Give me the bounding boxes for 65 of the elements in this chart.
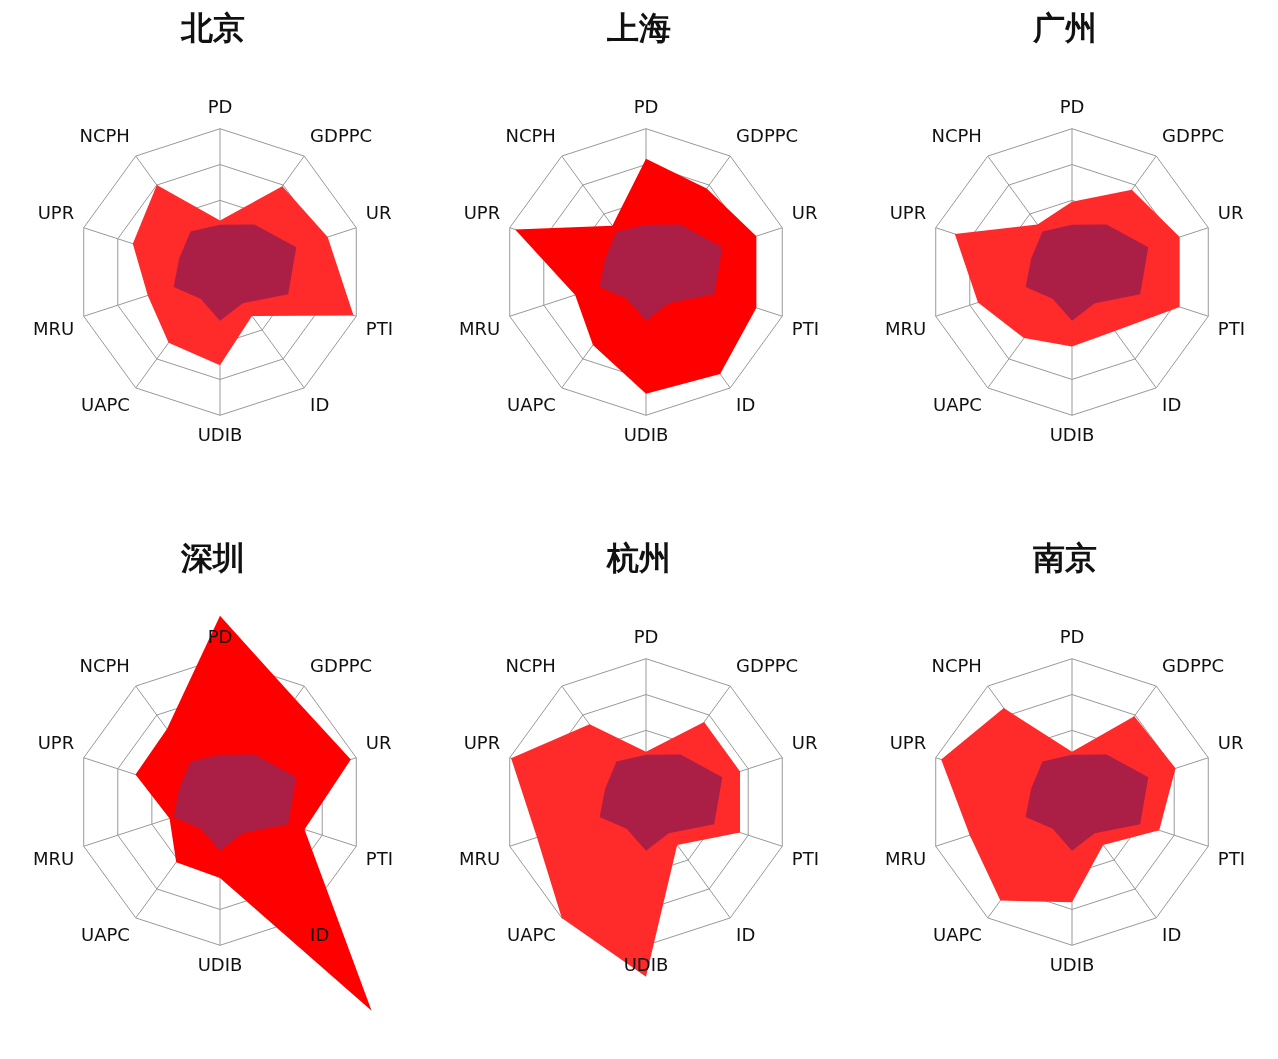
spoke-label: UAPC [80, 924, 130, 946]
spoke-label: MRU [459, 317, 501, 339]
spoke-label: PTI [365, 847, 393, 869]
spoke-label: PTI [1217, 847, 1245, 869]
spoke-label: UPR [889, 731, 927, 753]
chart-title: 广州 [1032, 8, 1098, 49]
spoke-label: UPR [463, 201, 501, 223]
spoke-label: MRU [885, 847, 927, 869]
spoke-label: UDIB [623, 423, 669, 445]
spoke-label: PTI [1217, 317, 1245, 339]
spoke-label: NCPH [79, 654, 130, 676]
spoke-label: MRU [33, 847, 75, 869]
spoke-label: PD [633, 95, 659, 117]
spoke-label: PD [1059, 95, 1085, 117]
spoke-label: ID [736, 394, 756, 416]
spoke-label: GDPPC [1162, 124, 1225, 146]
spoke-label: ID [1162, 394, 1182, 416]
spoke-label: UPR [889, 201, 927, 223]
spoke-label: NCPH [505, 124, 556, 146]
chart-title: 北京 [179, 8, 246, 49]
spoke-label: MRU [33, 317, 75, 339]
spoke-label: UAPC [80, 394, 130, 416]
spoke-label: NCPH [931, 654, 982, 676]
spoke-label: PD [1059, 625, 1085, 647]
spoke-label: NCPH [79, 124, 130, 146]
spoke-label: UAPC [932, 394, 982, 416]
spoke-label: ID [310, 394, 330, 416]
spoke-label: PTI [791, 317, 819, 339]
spoke-label: ID [310, 924, 330, 946]
spoke-label: GDPPC [310, 654, 373, 676]
spoke-label: MRU [885, 317, 927, 339]
spoke-label: UDIB [1049, 953, 1095, 975]
spoke-label: NCPH [931, 124, 982, 146]
spoke-label: ID [736, 924, 756, 946]
spoke-label: PD [207, 625, 233, 647]
spoke-label: GDPPC [1162, 654, 1225, 676]
spoke-label: PD [633, 625, 659, 647]
spoke-label: PTI [791, 847, 819, 869]
spoke-label: UR [365, 201, 392, 223]
spoke-label: PD [207, 95, 233, 117]
spoke-label: UR [365, 731, 392, 753]
spoke-label: PTI [365, 317, 393, 339]
spoke-label: UPR [37, 201, 75, 223]
spoke-label: UDIB [197, 953, 243, 975]
chart-title: 杭州 [605, 538, 672, 579]
spoke-label: GDPPC [736, 654, 799, 676]
spoke-label: UPR [463, 731, 501, 753]
spoke-label: GDPPC [736, 124, 799, 146]
spoke-label: UR [1217, 201, 1244, 223]
spoke-label: UPR [37, 731, 75, 753]
chart-title: 南京 [1032, 538, 1098, 579]
spoke-label: GDPPC [310, 124, 373, 146]
chart-title: 深圳 [180, 538, 246, 579]
spoke-label: MRU [459, 847, 501, 869]
spoke-label: UR [791, 201, 818, 223]
chart-title: 上海 [606, 8, 672, 49]
spoke-label: NCPH [505, 654, 556, 676]
spoke-label: UAPC [932, 924, 982, 946]
spoke-label: ID [1162, 924, 1182, 946]
spoke-label: UDIB [1049, 423, 1095, 445]
spoke-label: UAPC [506, 924, 556, 946]
spoke-label: UR [791, 731, 818, 753]
spoke-label: UAPC [506, 394, 556, 416]
spoke-label: UR [1217, 731, 1244, 753]
spoke-label: UDIB [197, 423, 243, 445]
